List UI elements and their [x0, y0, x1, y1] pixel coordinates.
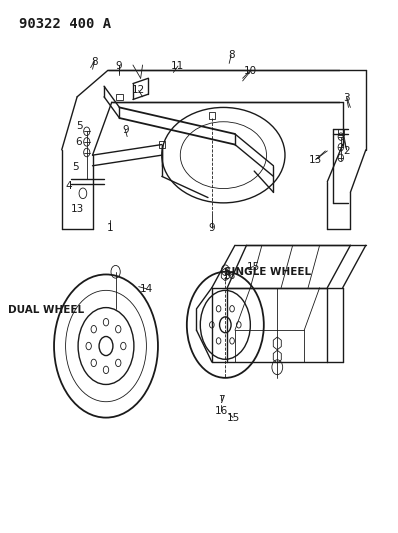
Text: 5: 5	[76, 121, 82, 131]
Bar	[338, 128, 344, 135]
Text: 4: 4	[65, 181, 72, 191]
Text: 12: 12	[132, 85, 145, 95]
Text: 16: 16	[215, 406, 228, 416]
Text: DUAL WHEEL: DUAL WHEEL	[8, 305, 84, 315]
Text: 8: 8	[228, 51, 234, 60]
Text: 9: 9	[115, 61, 122, 71]
Text: 90322 400 A: 90322 400 A	[20, 17, 111, 31]
Text: 13: 13	[70, 204, 84, 214]
Text: 5: 5	[72, 162, 78, 172]
Text: 15: 15	[247, 262, 260, 271]
Text: 16: 16	[222, 271, 236, 281]
Text: 14: 14	[140, 284, 153, 294]
Text: 6: 6	[76, 137, 82, 147]
Text: 13: 13	[309, 156, 322, 165]
Text: 2: 2	[343, 146, 350, 156]
Text: 7: 7	[218, 395, 225, 405]
Text: SINGLE WHEEL: SINGLE WHEEL	[224, 267, 311, 277]
Bar	[159, 141, 165, 148]
Bar	[116, 94, 123, 100]
Text: 1: 1	[107, 223, 113, 233]
Text: 15: 15	[226, 413, 240, 423]
Text: 9: 9	[209, 223, 215, 233]
Bar	[209, 112, 215, 118]
Text: 9: 9	[122, 125, 129, 135]
Text: 10: 10	[244, 67, 257, 76]
Text: 8: 8	[91, 58, 98, 67]
Text: 3: 3	[343, 93, 350, 103]
Text: 11: 11	[171, 61, 184, 71]
